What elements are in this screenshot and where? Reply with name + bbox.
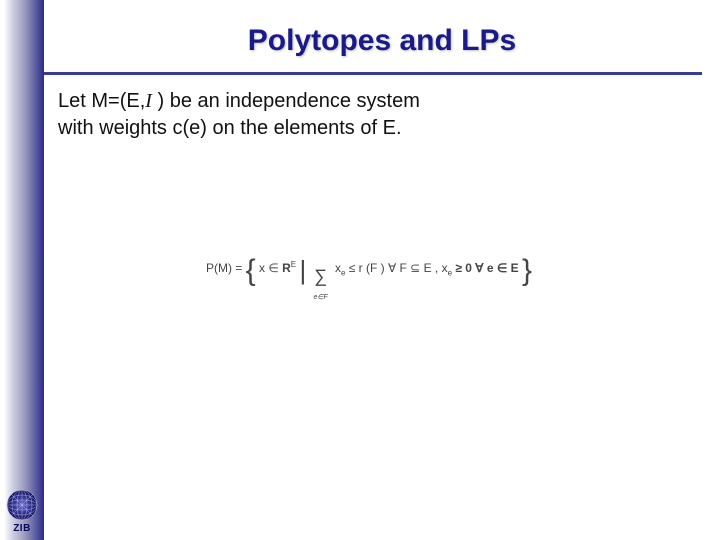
formula-geq0: ≥ 0 ∀ e ∈ E [455, 261, 518, 275]
logo-text: ZIB [3, 523, 41, 534]
formula-leq-r: ≤ r (F ) ∀ F ⊆ E , [349, 261, 442, 275]
body-line2: with weights c(e) on the elements of E. [58, 117, 402, 139]
body-line1-post: ) be an independence system [152, 90, 420, 112]
sum-icon: ∑ e∈F [310, 267, 332, 295]
logo-globe-icon [5, 488, 39, 522]
sum-lower: e∈F [310, 293, 332, 301]
formula-x-in: x ∈ [259, 261, 282, 275]
formula-R-sup: E [291, 260, 296, 269]
body-line1-pre: Let M=(E, [58, 90, 145, 112]
logo: ZIB [3, 488, 41, 534]
formula-lhs: P(M) = [206, 261, 246, 275]
formula-xe2-sub: e [448, 268, 452, 277]
slide-title: Polytopes and LPs [44, 24, 720, 58]
formula-xe-sub: e [341, 268, 345, 277]
formula-R: R [282, 261, 291, 275]
title-underline [44, 72, 702, 75]
body-line1-ital: I [145, 90, 152, 112]
body-text: Let M=(E,I ) be an independence system w… [58, 88, 680, 142]
sigma-icon: ∑ [314, 266, 327, 286]
left-gradient-bar [0, 0, 44, 540]
formula: P(M) = { x ∈ RE | ∑ e∈F xe ≤ r (F ) ∀ F … [58, 260, 680, 295]
